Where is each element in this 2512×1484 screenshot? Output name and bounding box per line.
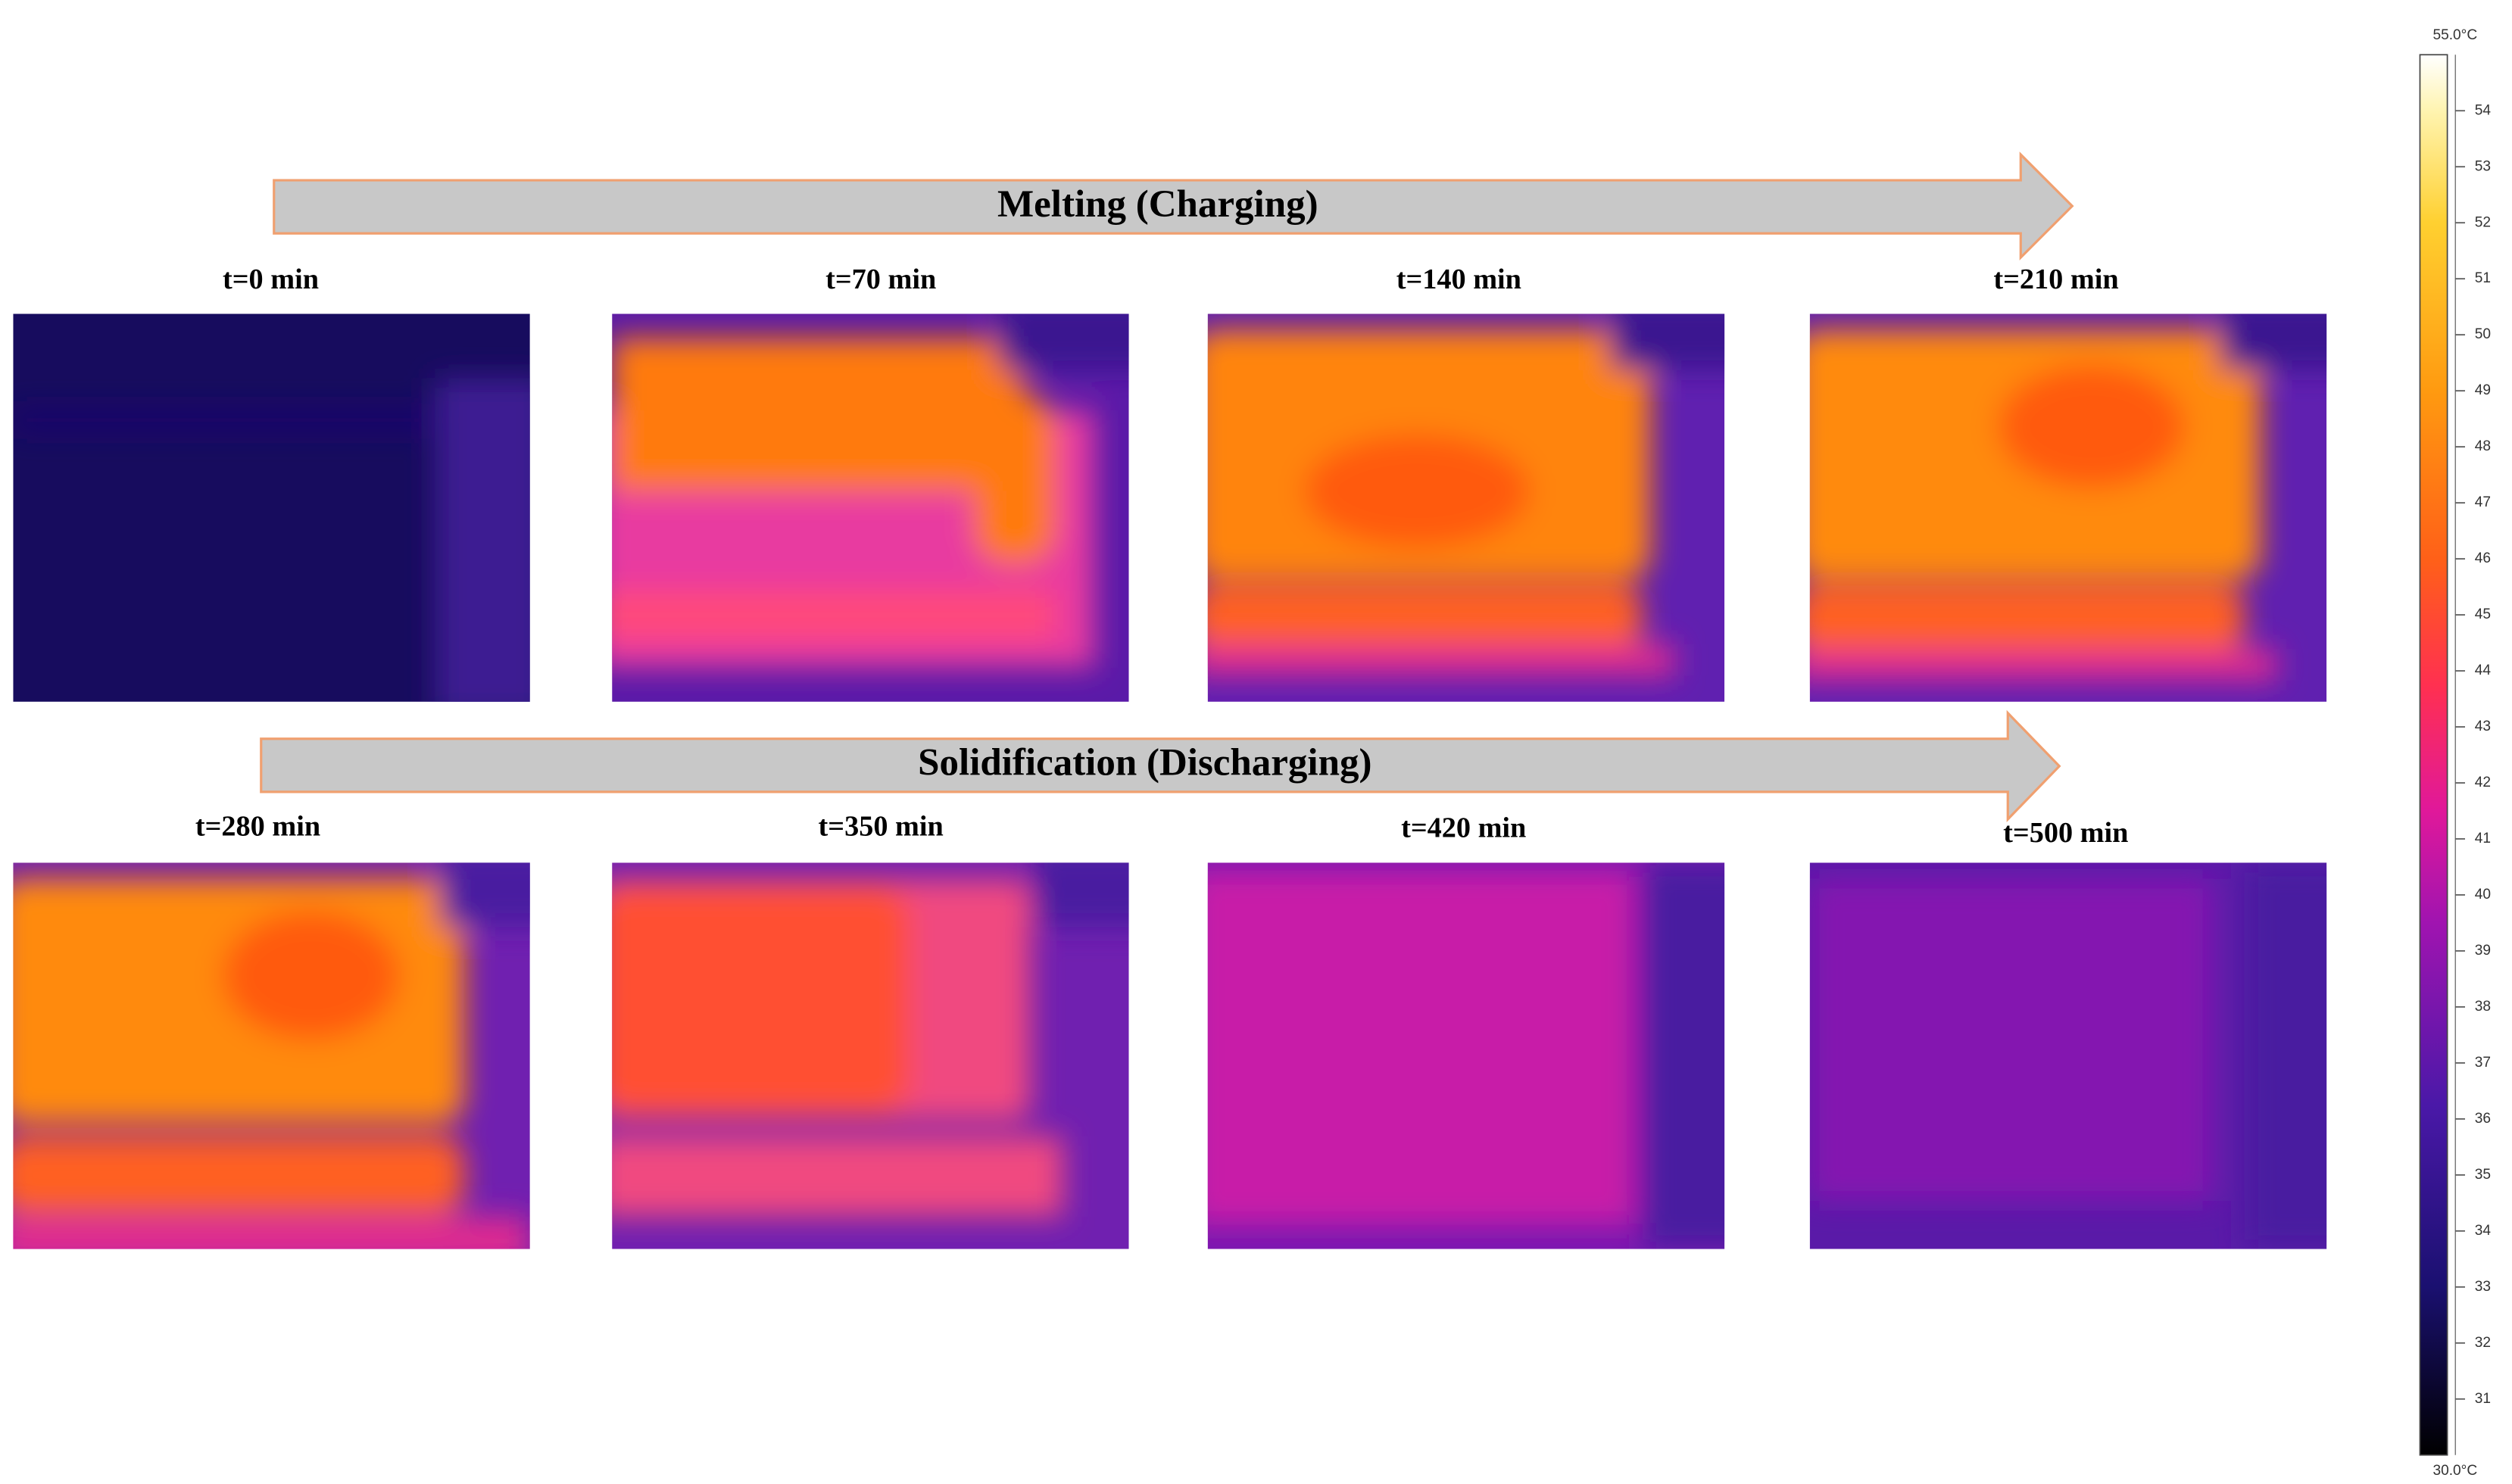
thermal-image xyxy=(13,862,530,1249)
thermal-image xyxy=(1809,862,2327,1249)
colorbar-tick-label: 32 xyxy=(2475,1335,2491,1351)
panel-label: t=70 min xyxy=(825,263,936,295)
colorbar-tick-label: 45 xyxy=(2475,606,2491,622)
arrow-label: Melting (Charging) xyxy=(997,183,1318,226)
panel-label: t=420 min xyxy=(1401,812,1526,844)
colorbar-tick-label: 40 xyxy=(2475,887,2491,903)
panel-label: t=140 min xyxy=(1396,263,1521,295)
arrow-label: Solidification (Discharging) xyxy=(918,742,1371,784)
colorbar-tick-label: 31 xyxy=(2475,1391,2491,1407)
thermal-image xyxy=(1809,313,2327,702)
colorbar-tick-label: 34 xyxy=(2475,1223,2492,1239)
panel-label: t=350 min xyxy=(819,811,944,843)
thermal-image xyxy=(612,313,1129,702)
colorbar-tick-label: 49 xyxy=(2475,382,2491,398)
colorbar-tick-label: 44 xyxy=(2475,662,2492,678)
panel-label: t=210 min xyxy=(1993,263,2118,295)
panel-label: t=0 min xyxy=(223,263,319,295)
colorbar-tick-label: 41 xyxy=(2475,831,2491,846)
colorbar-min-label: 30.0°C xyxy=(2432,1463,2477,1479)
colorbar-tick-label: 35 xyxy=(2475,1167,2491,1183)
colorbar-tick-label: 50 xyxy=(2475,326,2491,342)
panel-label: t=500 min xyxy=(2003,817,2128,849)
colorbar-tick-label: 48 xyxy=(2475,438,2491,454)
colorbar-tick-label: 54 xyxy=(2475,102,2492,118)
thermal-image xyxy=(612,862,1129,1249)
colorbar-tick-label: 53 xyxy=(2475,158,2491,174)
colorbar-tick-label: 51 xyxy=(2475,270,2491,286)
colorbar-tick-label: 42 xyxy=(2475,775,2491,790)
colorbar-tick-label: 33 xyxy=(2475,1279,2491,1295)
colorbar-tick-label: 52 xyxy=(2475,214,2491,230)
thermal-image xyxy=(1207,313,1725,702)
colorbar-tick-label: 37 xyxy=(2475,1055,2491,1071)
thermal-image xyxy=(1207,862,1725,1249)
colorbar-tick-label: 39 xyxy=(2475,943,2491,959)
colorbar-tick-label: 47 xyxy=(2475,494,2491,510)
thermal-image xyxy=(13,313,530,702)
colorbar-tick-label: 38 xyxy=(2475,999,2491,1015)
arrow xyxy=(260,709,2061,822)
colorbar-tick-label: 43 xyxy=(2475,719,2491,734)
colorbar-tick-label: 36 xyxy=(2475,1111,2491,1127)
colorbar-tick-label: 46 xyxy=(2475,550,2491,566)
colorbar-max-label: 55.0°C xyxy=(2432,27,2477,43)
arrow xyxy=(273,151,2074,260)
panel-label: t=280 min xyxy=(195,811,320,843)
colorbar xyxy=(2419,54,2448,1456)
